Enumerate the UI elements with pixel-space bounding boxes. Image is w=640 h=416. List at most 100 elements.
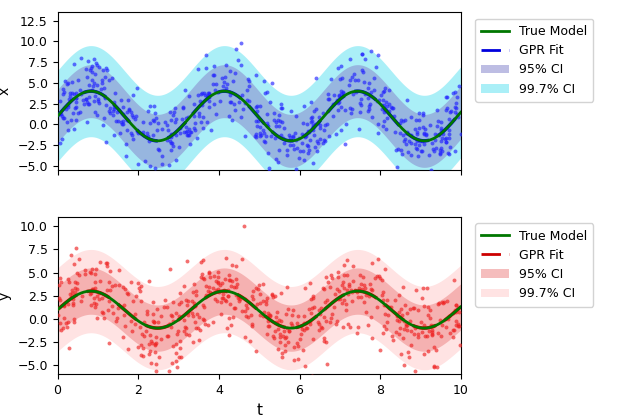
Point bbox=[444, 329, 454, 336]
Point bbox=[201, 64, 211, 71]
Point bbox=[263, 322, 273, 329]
Point bbox=[384, 87, 394, 93]
Point bbox=[433, 301, 444, 308]
Point bbox=[179, 283, 189, 290]
Point bbox=[285, 142, 295, 149]
Point bbox=[382, 114, 392, 121]
Point bbox=[187, 298, 197, 305]
Point bbox=[263, 150, 273, 157]
Point bbox=[78, 97, 88, 103]
Point bbox=[172, 364, 182, 370]
Point bbox=[234, 57, 244, 63]
Point bbox=[367, 287, 377, 293]
Point bbox=[328, 101, 339, 107]
Point bbox=[101, 102, 111, 109]
Point bbox=[199, 304, 209, 311]
Point bbox=[64, 96, 74, 103]
Point bbox=[305, 115, 316, 121]
Point bbox=[102, 263, 112, 270]
Point bbox=[86, 64, 97, 71]
Point bbox=[189, 125, 199, 131]
Point bbox=[59, 302, 69, 308]
Point bbox=[113, 118, 124, 124]
Point bbox=[166, 131, 176, 138]
Point bbox=[365, 101, 375, 108]
Point bbox=[236, 256, 246, 262]
Point bbox=[428, 331, 438, 337]
Point bbox=[223, 286, 234, 293]
Point bbox=[196, 258, 206, 265]
Point bbox=[231, 292, 241, 299]
Point bbox=[426, 167, 436, 173]
Point bbox=[224, 272, 234, 279]
Point bbox=[197, 102, 207, 108]
Point bbox=[350, 77, 360, 83]
Point bbox=[356, 280, 366, 287]
Point bbox=[189, 318, 200, 325]
Point bbox=[179, 317, 189, 323]
Point bbox=[428, 364, 438, 371]
Point bbox=[323, 96, 333, 103]
Point bbox=[413, 306, 424, 313]
Point bbox=[430, 137, 440, 144]
Point bbox=[317, 285, 328, 291]
Point bbox=[319, 137, 329, 144]
Point bbox=[225, 68, 235, 74]
Point bbox=[451, 302, 461, 308]
Point bbox=[277, 104, 287, 111]
Point bbox=[234, 98, 244, 105]
Point bbox=[244, 98, 254, 104]
Point bbox=[333, 99, 343, 106]
Point bbox=[380, 302, 390, 309]
Point bbox=[401, 320, 411, 327]
Point bbox=[272, 308, 282, 315]
Point bbox=[225, 99, 236, 106]
Point bbox=[345, 77, 355, 83]
Point bbox=[255, 103, 266, 109]
Point bbox=[204, 270, 214, 276]
Point bbox=[218, 295, 228, 301]
Point bbox=[451, 302, 461, 309]
Point bbox=[86, 285, 97, 292]
Point bbox=[308, 295, 319, 302]
Point bbox=[76, 91, 86, 98]
Point bbox=[403, 149, 413, 156]
Point bbox=[189, 280, 199, 287]
Point bbox=[429, 343, 439, 350]
Point bbox=[426, 121, 436, 128]
Point bbox=[268, 332, 278, 339]
Point bbox=[350, 287, 360, 293]
Point bbox=[184, 331, 195, 338]
Point bbox=[245, 338, 255, 345]
Point bbox=[241, 312, 251, 319]
Point bbox=[201, 52, 211, 59]
Point bbox=[202, 93, 212, 99]
Point bbox=[198, 316, 208, 323]
Point bbox=[321, 338, 332, 345]
Point bbox=[174, 144, 184, 151]
Point bbox=[196, 91, 206, 98]
Point bbox=[292, 145, 302, 151]
Point bbox=[191, 288, 201, 295]
Point bbox=[100, 139, 111, 145]
Point bbox=[337, 299, 347, 306]
Point bbox=[267, 291, 277, 297]
Point bbox=[199, 317, 209, 324]
Point bbox=[316, 305, 326, 312]
Point bbox=[440, 134, 451, 141]
Point bbox=[198, 113, 208, 120]
Point bbox=[426, 322, 436, 329]
Point bbox=[74, 109, 84, 116]
Point bbox=[270, 135, 280, 141]
Point bbox=[356, 294, 367, 301]
Point bbox=[94, 295, 104, 302]
Point bbox=[200, 321, 210, 327]
Point bbox=[56, 111, 67, 118]
Point bbox=[81, 96, 92, 103]
Point bbox=[221, 84, 231, 91]
Point bbox=[367, 335, 378, 342]
Point bbox=[311, 75, 321, 82]
Point bbox=[204, 89, 214, 96]
Point bbox=[74, 256, 84, 262]
Point bbox=[324, 318, 335, 325]
